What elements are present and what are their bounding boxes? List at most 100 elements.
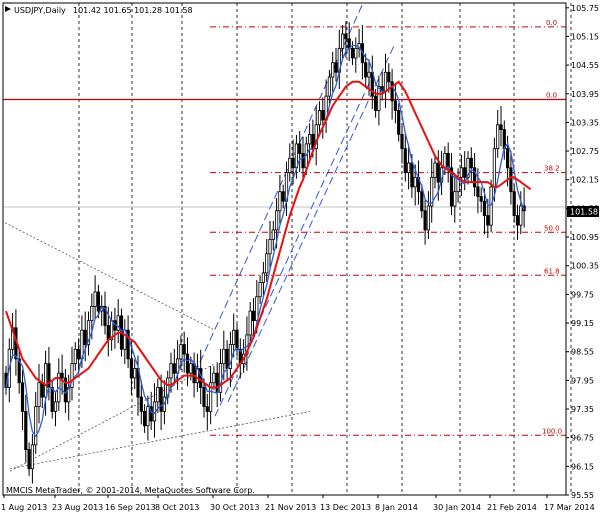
candle-body <box>34 406 38 446</box>
candle-body <box>400 133 404 150</box>
candle-body <box>146 406 150 427</box>
candle-body <box>60 372 64 379</box>
x-tick-label: 1 Aug 2013 <box>1 503 47 512</box>
y-tick-label: 96.75 <box>571 434 594 443</box>
candle-body <box>24 411 28 451</box>
candle-body <box>208 382 213 412</box>
candle-body <box>149 406 153 422</box>
candle-body <box>373 95 378 111</box>
candle-body <box>390 81 394 102</box>
candle-body <box>340 33 345 49</box>
candle-body <box>172 363 176 374</box>
candle-body <box>192 363 196 384</box>
candle-body <box>96 291 100 312</box>
candle-body <box>123 329 127 350</box>
candle-body <box>166 377 170 398</box>
candle-body <box>334 62 338 73</box>
candle-body <box>271 229 275 240</box>
candle-body <box>331 62 335 78</box>
candle-body <box>364 62 368 78</box>
candle-body <box>235 329 239 350</box>
y-tick-label: 100.35 <box>571 262 599 271</box>
candle-body <box>383 71 388 92</box>
candle-body <box>482 200 487 216</box>
candle-body <box>393 100 398 111</box>
candle-body <box>90 305 94 322</box>
candle-body <box>126 329 130 360</box>
support-line <box>9 411 311 470</box>
candle-body <box>512 191 516 216</box>
current-price-badge <box>567 206 599 217</box>
x-tick-label: 30 Jan 2014 <box>433 503 481 512</box>
candle-body <box>406 162 411 173</box>
symbol-label: USDJPY,Daily <box>14 6 66 15</box>
candle-body <box>499 124 503 130</box>
candle-body <box>268 239 272 255</box>
collapse-arrow-icon[interactable] <box>5 6 11 12</box>
y-tick-label: 105.75 <box>571 4 599 13</box>
candle-body <box>354 47 358 59</box>
candle-body <box>344 33 348 40</box>
candle-body <box>53 401 58 412</box>
candle-body <box>142 411 147 427</box>
candle-body <box>17 358 21 384</box>
price-axis: 105.75 105.15 104.55 103.95 103.35 102.75 102.… <box>566 4 599 500</box>
candle-body <box>63 377 67 403</box>
candle-body <box>248 310 252 336</box>
candle-body <box>251 310 256 322</box>
x-tick-label: 16 Sep 2013 <box>105 503 156 512</box>
candle-body <box>212 372 216 384</box>
x-tick-label: 21 Nov 2013 <box>265 503 316 512</box>
candle-body <box>433 162 437 178</box>
candle-body <box>106 325 110 341</box>
candle-body <box>291 157 295 169</box>
fibo-label: 50.0 <box>544 224 560 232</box>
candle-body <box>486 215 490 226</box>
y-tick-label: 95.55 <box>571 491 594 500</box>
x-tick-label: 8 Jan 2014 <box>375 503 418 512</box>
candle-body <box>30 444 35 470</box>
candle-body <box>449 167 454 207</box>
candle-body <box>321 110 325 121</box>
candle-body <box>281 191 285 202</box>
candle-body <box>423 210 427 231</box>
candle-body <box>492 148 497 188</box>
candle-body <box>479 196 483 202</box>
candle-body <box>274 210 279 231</box>
y-tick-label: 102.15 <box>571 176 599 185</box>
candle-body <box>129 358 133 379</box>
candle-body <box>459 167 464 178</box>
candle-body <box>443 153 447 169</box>
candle-body <box>453 191 457 207</box>
candle-body <box>327 76 332 97</box>
vertical-grid <box>3 3 572 495</box>
candle-body <box>261 272 266 283</box>
candle-body <box>40 382 44 398</box>
candle-body <box>222 348 226 365</box>
candle-body <box>70 363 74 388</box>
candle-body <box>350 47 355 59</box>
fibo-label: 38.2 <box>544 165 560 173</box>
y-tick-label: 97.95 <box>571 376 594 385</box>
candle-body <box>413 176 417 188</box>
candle-body <box>159 387 163 412</box>
candle-body <box>169 363 173 379</box>
fibo-label: 61.8 <box>544 267 560 275</box>
candle-body <box>205 406 209 412</box>
plot-frame <box>2 2 567 496</box>
triangle-upper-line <box>4 222 216 331</box>
candle-body <box>403 148 407 173</box>
candle-body <box>73 348 77 365</box>
candle-body <box>387 71 391 83</box>
candle-body <box>307 133 312 145</box>
candle-body <box>426 205 431 231</box>
candle-body <box>225 348 229 369</box>
x-tick-label: 17 Mar 2014 <box>544 503 595 512</box>
candle-body <box>116 315 120 331</box>
fibonacci-levels: 0.0 0.0 38.2 50.0 61.8 100.0 <box>3 19 566 436</box>
candle-body <box>265 253 269 274</box>
candle-body <box>139 396 143 412</box>
candle-body <box>20 382 25 412</box>
y-tick-label: 98.55 <box>571 348 594 357</box>
channel-lower-line <box>227 43 396 403</box>
